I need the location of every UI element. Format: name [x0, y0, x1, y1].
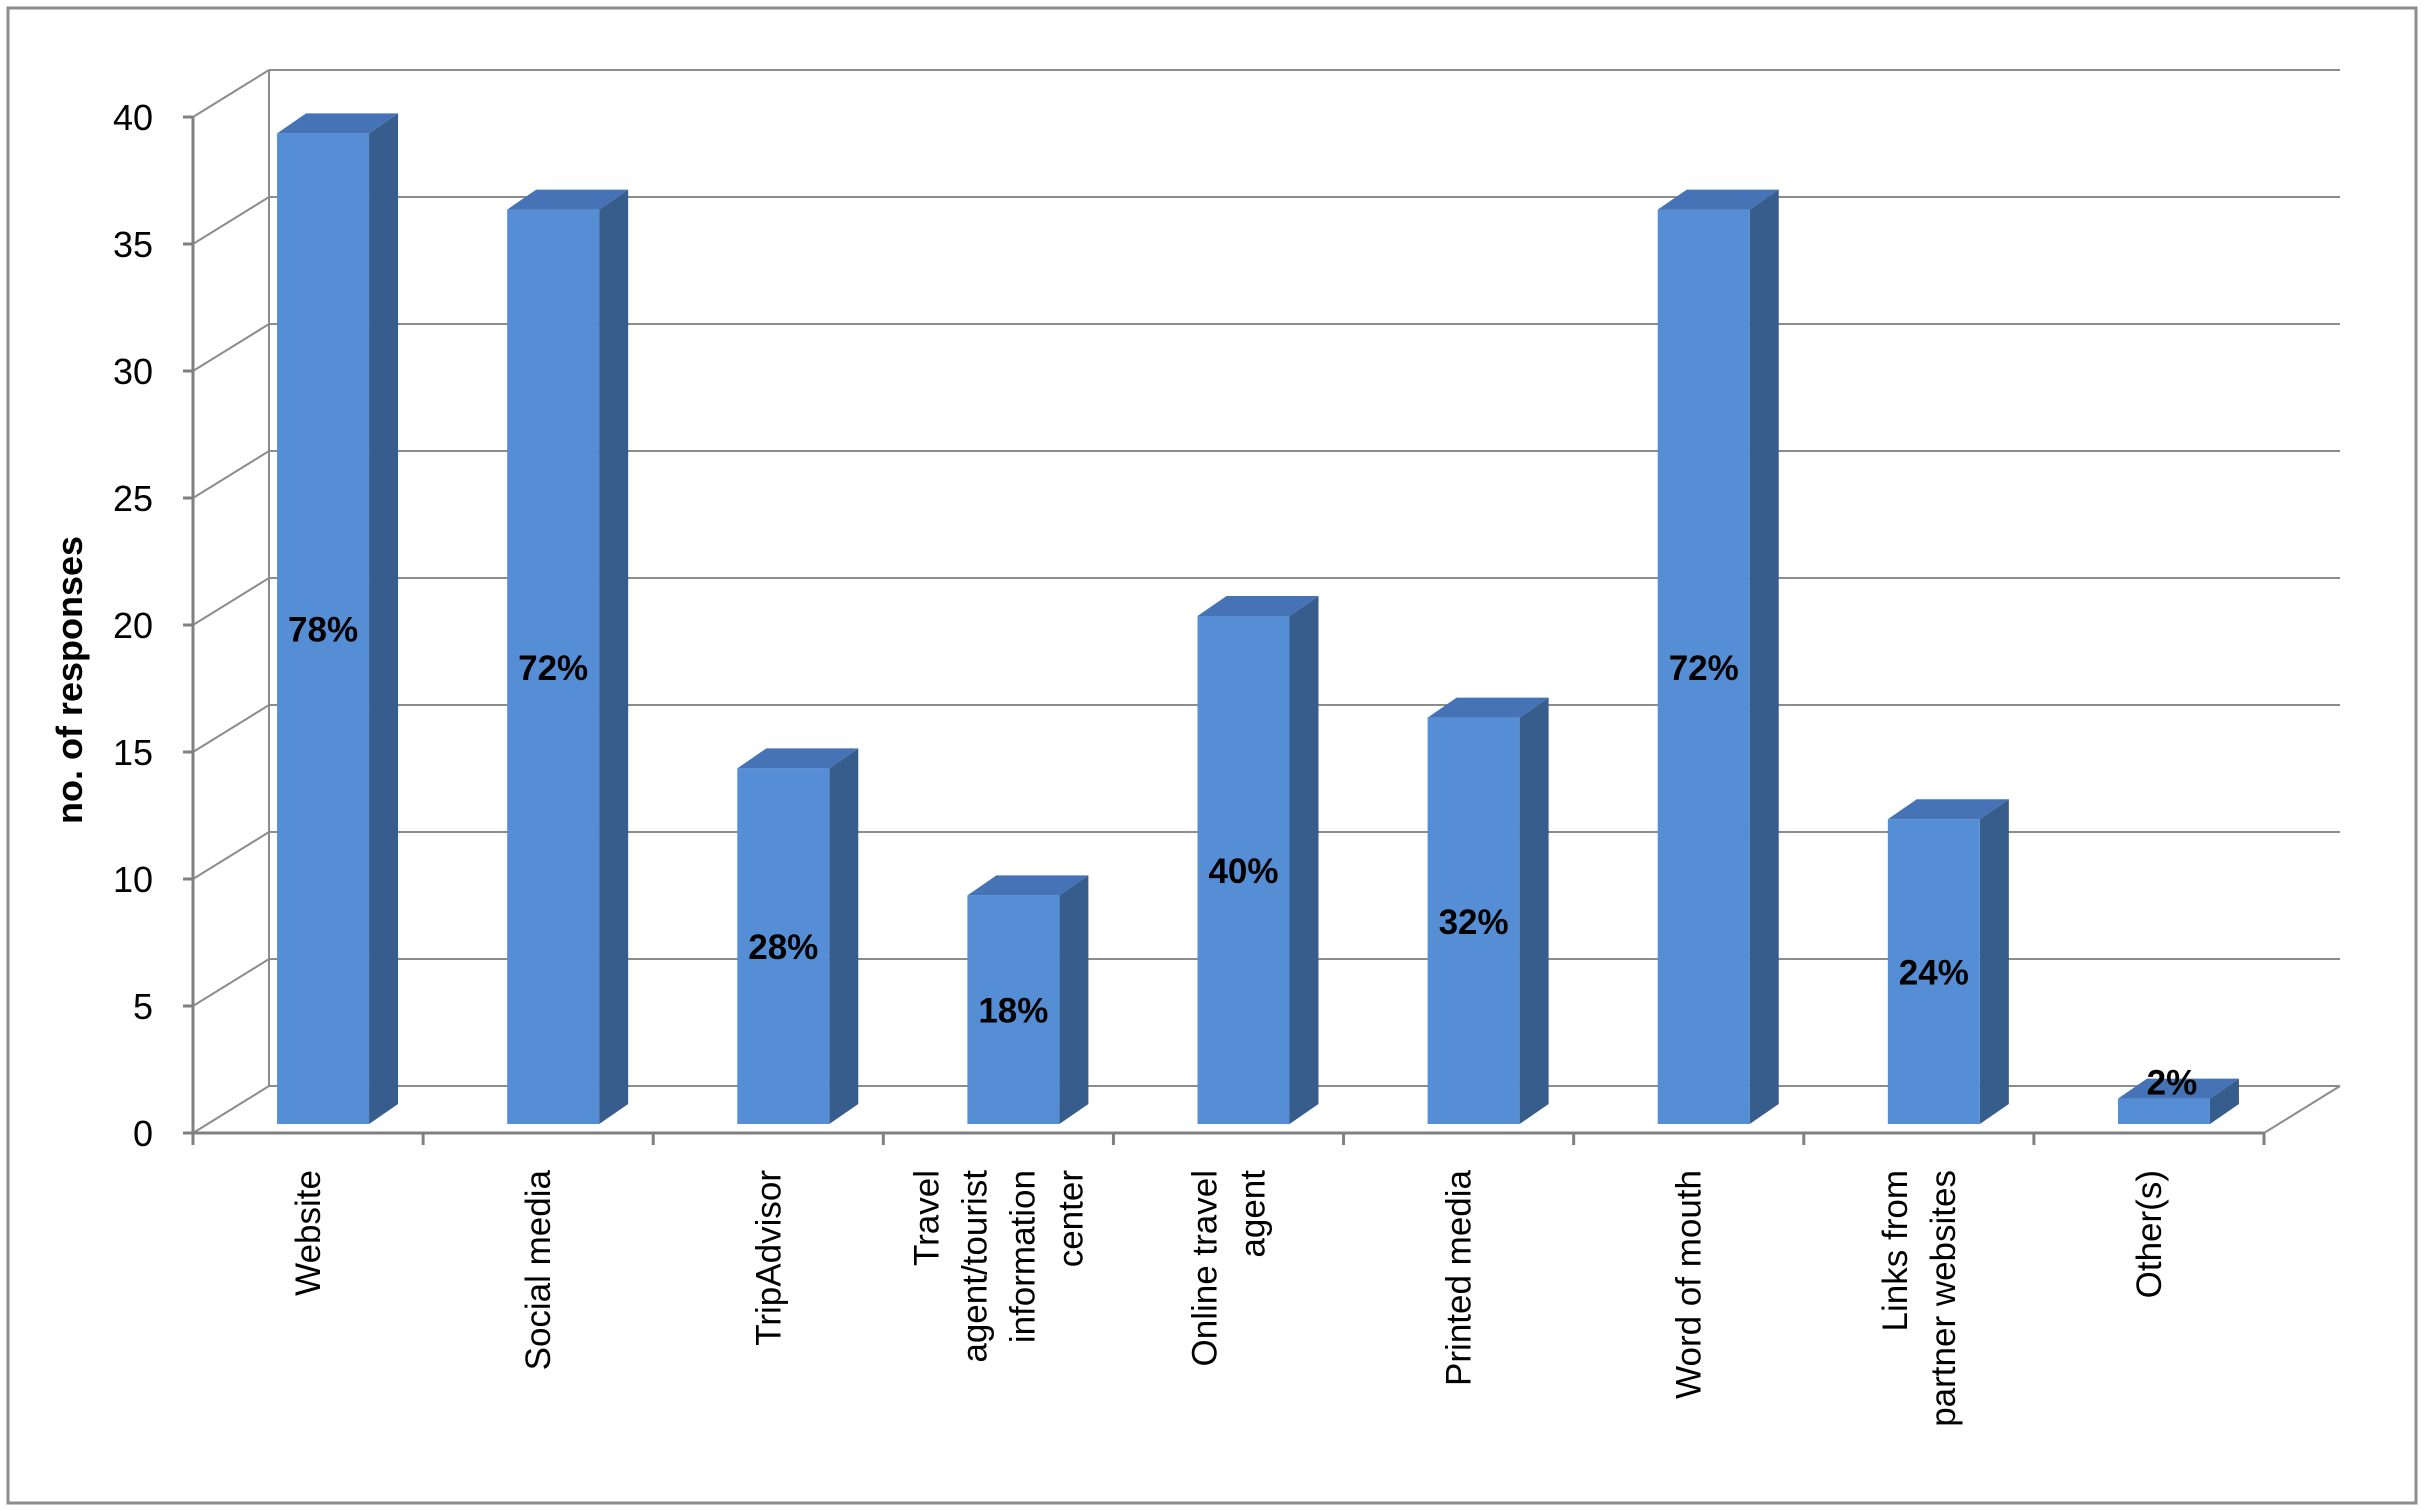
bar-side — [829, 748, 859, 1124]
category-label: Online travel — [1186, 1170, 1225, 1366]
bar-top — [1887, 799, 2009, 820]
bar-0 — [277, 113, 399, 1124]
y-tick-label: 30 — [113, 351, 153, 392]
chart-border — [6, 6, 2418, 1505]
category-label: Travel — [907, 1170, 946, 1266]
gridline-side — [192, 196, 270, 245]
data-label: 72% — [1669, 649, 1739, 688]
y-tick-label: 35 — [113, 224, 153, 265]
bar-top — [2117, 1078, 2239, 1099]
bar-5 — [1427, 697, 1549, 1124]
bar — [1887, 819, 1980, 1124]
data-label: 24% — [1899, 954, 1969, 993]
bar-side — [1749, 189, 1779, 1125]
y-tick-label: 0 — [133, 1113, 153, 1154]
gridline-side — [192, 323, 270, 372]
bar-6 — [1657, 189, 1779, 1125]
data-label: 72% — [518, 649, 588, 688]
category-label: center — [1051, 1170, 1090, 1268]
bar-side — [1289, 596, 1319, 1124]
bar-top — [507, 189, 629, 210]
bar — [737, 768, 830, 1124]
gridline-side — [192, 450, 270, 499]
bar-2 — [737, 748, 859, 1124]
category-label: TripAdvisor — [749, 1170, 788, 1346]
data-label: 28% — [748, 928, 818, 967]
bar-top — [1427, 697, 1549, 718]
category-label: Word of mouth — [1670, 1170, 1709, 1399]
bar-side — [1519, 697, 1549, 1124]
category-label: Other(s) — [2130, 1170, 2169, 1298]
bar-top — [1657, 189, 1779, 210]
y-tick-label: 15 — [113, 732, 153, 773]
gridline-side — [192, 1085, 270, 1134]
data-label: 2% — [2147, 1064, 2198, 1103]
category-label: Links from — [1876, 1170, 1915, 1331]
bar — [1427, 717, 1520, 1124]
bar — [2117, 1098, 2210, 1124]
bar — [507, 209, 600, 1125]
bar-side — [1979, 799, 2009, 1124]
bar-7 — [1887, 799, 2009, 1124]
category-label: agent — [1234, 1170, 1273, 1258]
category-label: Website — [289, 1170, 328, 1296]
bar — [1197, 616, 1290, 1124]
data-label: 18% — [978, 992, 1048, 1031]
bar-3 — [967, 875, 1089, 1124]
category-label: Social media — [519, 1169, 558, 1370]
category-label: partner websites — [1924, 1170, 1963, 1427]
data-label: 32% — [1439, 903, 1509, 942]
data-label: 40% — [1208, 852, 1278, 891]
y-tick-label: 5 — [133, 986, 153, 1027]
gridline-side — [192, 958, 270, 1007]
gridline-side — [192, 831, 270, 880]
bar-side — [369, 113, 399, 1124]
floor-edge — [2263, 1085, 2341, 1134]
bar-1 — [507, 189, 629, 1125]
bar-4 — [1197, 596, 1319, 1124]
category-label: information — [1003, 1170, 1042, 1343]
y-tick-label: 20 — [113, 605, 153, 646]
category-label: agent/tourist — [955, 1170, 994, 1363]
bar-side — [2209, 1078, 2239, 1124]
gridline-side — [192, 704, 270, 753]
y-axis-title: no. of responses — [49, 536, 90, 824]
bar-top — [967, 875, 1089, 896]
bar-top — [1197, 596, 1319, 616]
category-label: Printed media — [1440, 1169, 1479, 1385]
bar-8 — [2117, 1078, 2239, 1124]
bar-side — [599, 189, 629, 1125]
gridline-side — [192, 69, 270, 118]
bar-top — [277, 113, 399, 134]
y-tick-label: 10 — [113, 859, 153, 900]
bar — [1657, 209, 1750, 1125]
bar-side — [1059, 875, 1089, 1124]
bar — [277, 133, 370, 1124]
bar — [967, 895, 1060, 1124]
y-tick-label: 40 — [113, 97, 153, 138]
data-label: 78% — [288, 611, 358, 650]
bar-top — [737, 748, 859, 769]
gridline-side — [192, 577, 270, 626]
y-tick-label: 25 — [113, 478, 153, 519]
